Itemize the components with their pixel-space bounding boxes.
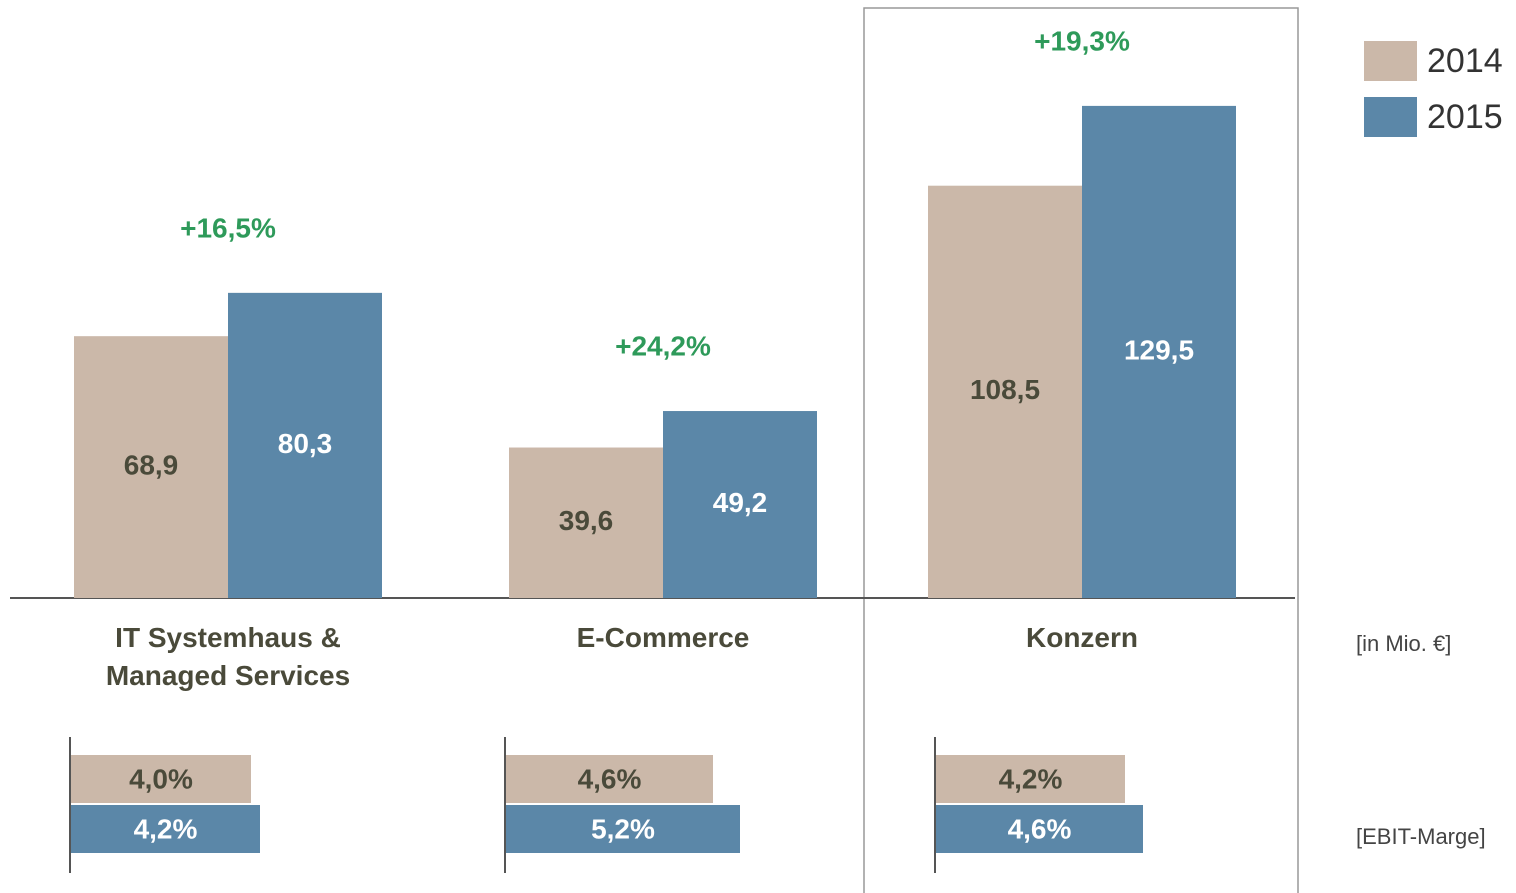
category-label: Konzern bbox=[1026, 622, 1138, 653]
legend-swatch bbox=[1364, 97, 1417, 137]
value-label: 108,5 bbox=[970, 374, 1040, 405]
growth-label: +16,5% bbox=[180, 212, 276, 243]
bar bbox=[74, 336, 228, 598]
bar bbox=[663, 411, 817, 598]
value-label: 4,2% bbox=[134, 813, 198, 844]
bar bbox=[1082, 105, 1236, 599]
value-label: 68,9 bbox=[124, 449, 179, 480]
growth-label: +19,3% bbox=[1034, 25, 1130, 56]
value-label: 129,5 bbox=[1124, 334, 1194, 365]
highlight-frame bbox=[863, 7, 1299, 893]
unit-label: [in Mio. €] bbox=[1356, 631, 1451, 656]
bar bbox=[71, 805, 260, 853]
legend-label: 2014 bbox=[1427, 42, 1503, 80]
value-label: 4,6% bbox=[1008, 813, 1072, 844]
category-label: IT Systemhaus & Managed Services bbox=[105, 622, 351, 691]
bar bbox=[936, 755, 1125, 803]
legend-swatch bbox=[1364, 41, 1417, 81]
value-label: 80,3 bbox=[278, 428, 333, 459]
bar bbox=[228, 292, 382, 598]
value-label: 39,6 bbox=[559, 505, 614, 536]
value-label: 4,0% bbox=[129, 763, 193, 794]
value-label: 5,2% bbox=[591, 813, 655, 844]
bar bbox=[506, 755, 713, 803]
bar bbox=[71, 755, 251, 803]
category-label: E-Commerce bbox=[576, 622, 750, 653]
bar bbox=[506, 805, 740, 853]
bar bbox=[936, 805, 1143, 853]
growth-label: +24,2% bbox=[615, 330, 711, 361]
legend-label: 2015 bbox=[1427, 98, 1503, 136]
bar bbox=[509, 447, 663, 598]
value-label: 4,6% bbox=[578, 763, 642, 794]
value-label: 4,2% bbox=[999, 763, 1063, 794]
value-label: 49,2 bbox=[713, 487, 768, 518]
unit-label: [EBIT-Marge] bbox=[1356, 824, 1486, 849]
bar bbox=[928, 185, 1082, 598]
